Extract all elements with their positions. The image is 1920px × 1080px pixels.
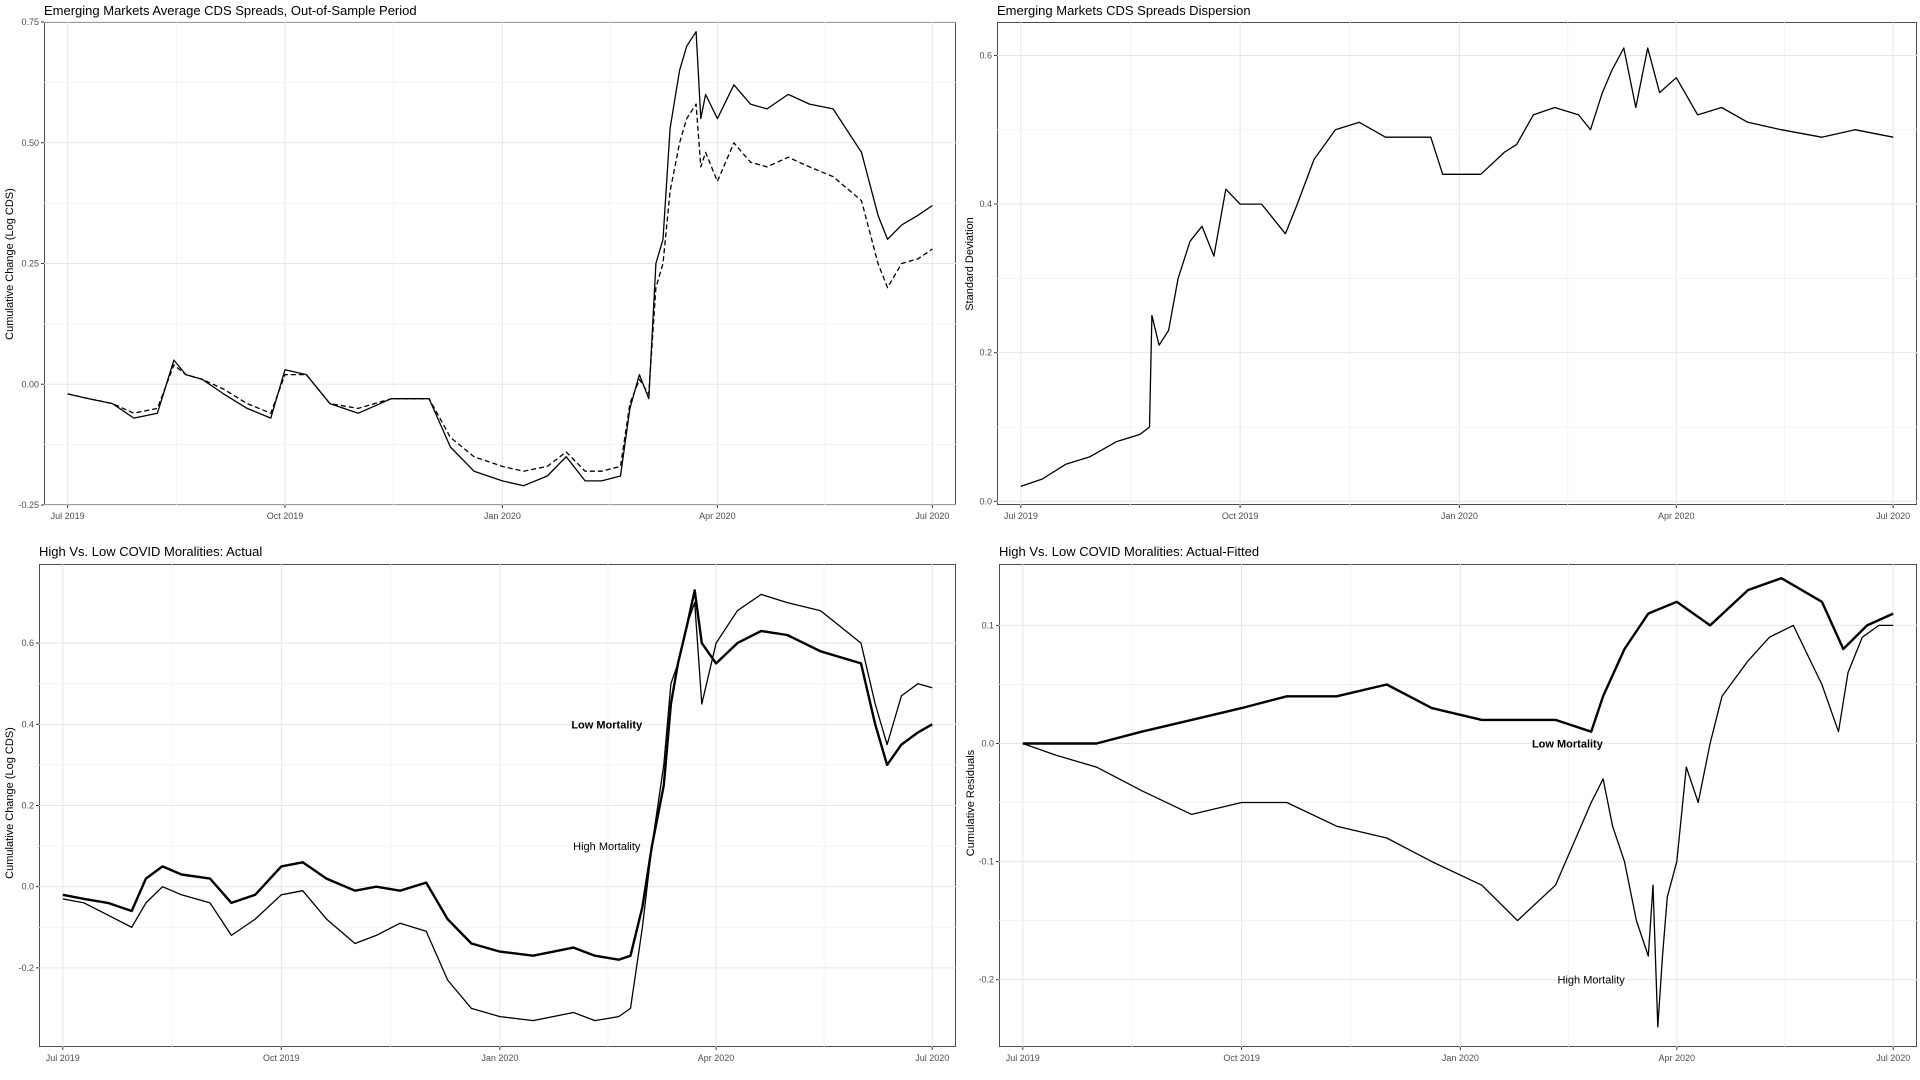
line-chart: -0.2 0.0 0.2 0.4 0.6 Jul 2019 Oct 2019 Jan 2020… <box>18 564 956 1063</box>
y-tick-label: 0.4 <box>21 719 34 729</box>
chart-title: High Vs. Low COVID Moralities: Actual <box>39 544 263 559</box>
y-tick-label: 0.0 <box>981 739 994 749</box>
x-tick-label: Jul 2019 <box>1004 511 1038 521</box>
series-line <box>1022 624 1894 1028</box>
line-chart: 0.0 0.2 0.4 0.6 Jul 2019 Oct 2019 Jan 2020 Apr … <box>979 22 1917 521</box>
x-tick-label: Oct 2019 <box>1222 511 1259 521</box>
y-tick-label: 0.0 <box>979 496 992 506</box>
x-tick-label: Jul 2019 <box>51 511 85 521</box>
series-annotation: Low Mortality <box>571 719 643 731</box>
y-tick-label: 0.1 <box>981 620 994 630</box>
y-tick-label: 0.50 <box>21 138 39 148</box>
x-tick-label: Jul 2020 <box>915 511 949 521</box>
y-tick-label: 0.4 <box>979 199 992 209</box>
series-line <box>67 103 933 472</box>
x-tick-label: Jan 2020 <box>484 511 521 521</box>
y-tick-label: 0.2 <box>21 801 34 811</box>
y-tick-label: 0.2 <box>979 348 992 358</box>
series-annotation: High Mortality <box>573 841 641 853</box>
y-tick-label: -0.1 <box>978 857 994 867</box>
chart-title: Emerging Markets CDS Spreads Dispersion <box>997 3 1251 18</box>
line-chart: -0.25 0.00 0.25 0.50 0.75 Jul 2019 Oct 2019 Jan… <box>18 17 956 521</box>
series-line <box>1022 577 1894 745</box>
y-tick-label: -0.25 <box>18 500 39 510</box>
series-line <box>1020 47 1894 488</box>
y-tick-label: 0.75 <box>21 17 39 27</box>
y-tick-label: 0.6 <box>979 50 992 60</box>
y-tick-label: -0.2 <box>18 963 34 973</box>
x-tick-label: Oct 2019 <box>1223 1053 1260 1063</box>
x-tick-label: Apr 2020 <box>1658 511 1695 521</box>
series-line <box>67 31 933 487</box>
x-tick-label: Jul 2019 <box>1006 1053 1040 1063</box>
y-tick-label: -0.2 <box>978 975 994 985</box>
x-tick-label: Jul 2020 <box>1876 1053 1910 1063</box>
chart-title: High Vs. Low COVID Moralities: Actual-Fi… <box>999 544 1260 559</box>
y-tick-label: 0.25 <box>21 259 39 269</box>
x-tick-label: Jan 2020 <box>1441 511 1478 521</box>
x-tick-label: Jul 2020 <box>1876 511 1910 521</box>
series-line <box>62 593 933 1022</box>
x-tick-label: Jul 2019 <box>46 1053 80 1063</box>
x-tick-label: Oct 2019 <box>263 1053 300 1063</box>
series-annotation: Low Mortality <box>1532 739 1604 751</box>
x-tick-label: Apr 2020 <box>698 1053 735 1063</box>
series-line <box>62 589 933 961</box>
x-tick-label: Apr 2020 <box>699 511 736 521</box>
y-tick-label: 0.6 <box>21 638 34 648</box>
series-annotation: High Mortality <box>1558 975 1626 987</box>
plot-area <box>997 22 1917 505</box>
plot-area <box>999 564 1917 1047</box>
y-tick-label: 0.0 <box>21 882 34 892</box>
x-tick-label: Oct 2019 <box>267 511 304 521</box>
x-tick-label: Jan 2020 <box>1442 1053 1479 1063</box>
x-tick-label: Jul 2020 <box>915 1053 949 1063</box>
x-tick-label: Apr 2020 <box>1659 1053 1696 1063</box>
x-tick-label: Jan 2020 <box>481 1053 518 1063</box>
y-tick-label: 0.00 <box>21 379 39 389</box>
chart-title: Emerging Markets Average CDS Spreads, Ou… <box>44 3 417 18</box>
